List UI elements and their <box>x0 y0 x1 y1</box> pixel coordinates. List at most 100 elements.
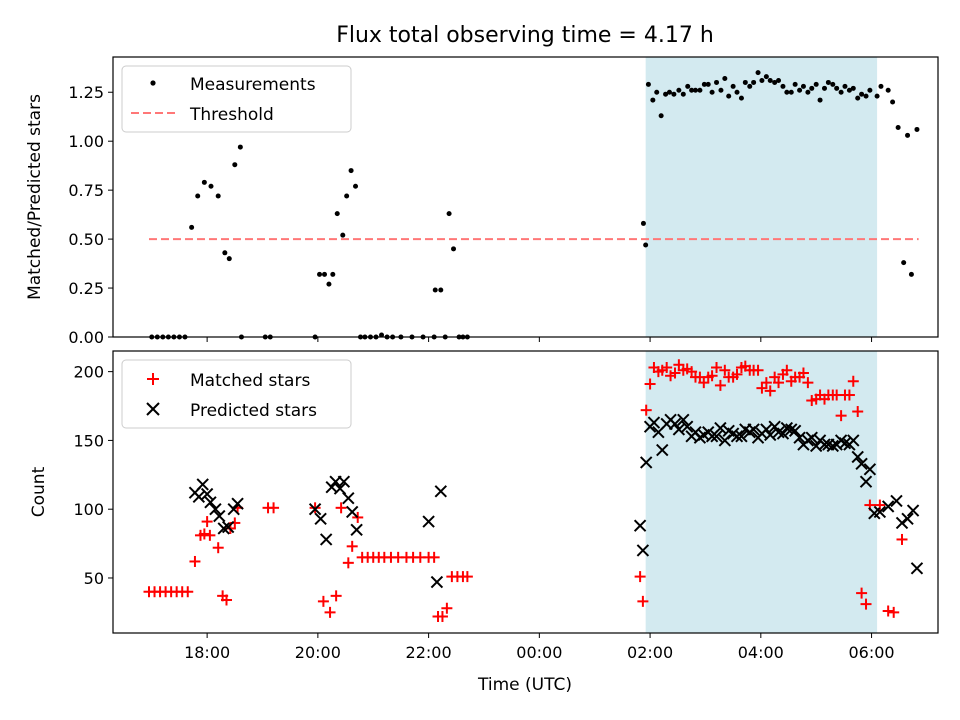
predicted-stars-point <box>337 475 351 488</box>
measurement-point <box>809 85 815 91</box>
predicted-stars-point <box>319 533 333 546</box>
counts-legend: Matched stars Predicted stars <box>121 359 352 429</box>
predicted-stars-point <box>838 436 852 450</box>
predicted-stars-point <box>881 500 895 513</box>
predicted-stars-point <box>760 423 773 436</box>
predicted-stars-point <box>308 502 322 516</box>
y-tick-label: 1.00 <box>68 132 104 151</box>
predicted-stars-point <box>345 505 359 519</box>
legend-threshold-label: Threshold <box>189 105 274 125</box>
measurement-point <box>663 91 669 97</box>
matched-stars-point <box>201 516 213 528</box>
matched-stars-point <box>756 382 768 394</box>
measurement-point <box>797 87 803 93</box>
matched-stars-point <box>781 364 793 376</box>
measurement-point <box>714 79 720 85</box>
y-tick-label: 1.25 <box>68 83 104 102</box>
matched-stars-point <box>764 385 776 397</box>
measurement-point <box>817 97 823 103</box>
matched-stars-point <box>752 364 764 376</box>
measurement-point <box>759 77 765 83</box>
measurement-point <box>901 260 907 266</box>
measurement-point <box>640 220 646 226</box>
y-tick-label: 150 <box>73 431 104 450</box>
measurement-point <box>846 87 852 93</box>
ratio-plot-frame <box>112 56 939 338</box>
predicted-stars-point <box>890 494 903 508</box>
measurement-point <box>232 162 238 168</box>
predicted-stars-point <box>677 413 690 426</box>
predicted-stars-point <box>772 425 785 439</box>
matched-stars-point <box>711 362 723 374</box>
predicted-stars-point <box>788 424 802 437</box>
ratio-legend: Measurements Threshold <box>121 65 352 133</box>
measurement-point <box>705 81 711 87</box>
measurement-point <box>855 95 861 101</box>
predicted-stars-point <box>647 416 661 429</box>
predicted-stars-point <box>656 443 669 457</box>
predicted-stars-point <box>826 439 840 453</box>
measurement-point <box>676 87 682 93</box>
y-tick-label: 50 <box>84 569 104 588</box>
measurement-point <box>654 89 660 95</box>
matched-stars-point <box>335 502 347 514</box>
predicted-stars-point <box>227 502 240 516</box>
measurement-point <box>685 83 691 89</box>
predicted-stars-point <box>901 512 914 526</box>
predicted-stars-point <box>793 431 806 444</box>
measurement-point <box>326 281 332 287</box>
measurement-point <box>830 81 836 87</box>
matched-stars-point <box>797 367 809 379</box>
matched-stars-point <box>882 605 894 617</box>
predicted-stars-point <box>764 428 777 442</box>
predicted-stars-point <box>668 417 682 431</box>
measurement-point <box>859 91 865 97</box>
legend-matched-marker <box>147 373 159 385</box>
predicted-stars-point <box>714 421 727 435</box>
observing-span-shade <box>645 351 878 633</box>
measurement-point <box>330 271 336 277</box>
x-tick-label: 22:00 <box>406 643 452 662</box>
predicted-stars-point <box>314 512 327 526</box>
predicted-stars-point <box>847 434 860 447</box>
x-tick-label: 04:00 <box>738 643 784 662</box>
measurement-point <box>838 89 844 95</box>
matched-stars-point <box>342 557 354 569</box>
measurement-point <box>878 83 884 89</box>
predicted-stars-point <box>196 478 209 491</box>
measurement-point <box>451 246 457 252</box>
measurement-point <box>317 271 323 277</box>
measurement-point <box>905 132 911 138</box>
matched-stars-point <box>860 598 872 610</box>
measurement-point <box>813 81 819 87</box>
measurement-point <box>701 81 707 87</box>
counts-y-axis-label: Count <box>29 466 49 517</box>
measurement-point <box>666 89 672 95</box>
measurement-point <box>438 287 444 293</box>
predicted-stars-point <box>710 430 723 443</box>
predicted-stars-point <box>204 496 217 509</box>
measurement-point <box>671 91 677 97</box>
counts-panel: 50 100 150 200 18:00 20:00 22:00 00:00 02:00 04:… <box>29 350 939 695</box>
measurement-point <box>738 95 744 101</box>
matched-stars-point <box>856 587 868 599</box>
observing-span-shade <box>645 57 878 337</box>
measurement-point <box>215 193 221 199</box>
predicted-stars-point <box>776 427 790 440</box>
measurement-point <box>821 85 827 91</box>
predicted-stars-point <box>200 487 214 501</box>
predicted-stars-point <box>221 520 235 534</box>
measurement-point <box>767 77 773 83</box>
matched-stars-point <box>189 555 201 567</box>
predicted-stars-point <box>636 544 650 557</box>
matched-stars-point <box>644 378 656 390</box>
predicted-stars-point <box>805 431 818 444</box>
predicted-stars-point <box>639 456 653 469</box>
measurement-point <box>890 99 896 105</box>
matched-stars-point <box>673 359 685 371</box>
x-axis-label: Time (UTC) <box>477 675 572 695</box>
legend-predicted-marker <box>146 402 160 416</box>
y-tick-label: 0.75 <box>68 181 104 200</box>
matched-stars-point <box>346 540 358 552</box>
